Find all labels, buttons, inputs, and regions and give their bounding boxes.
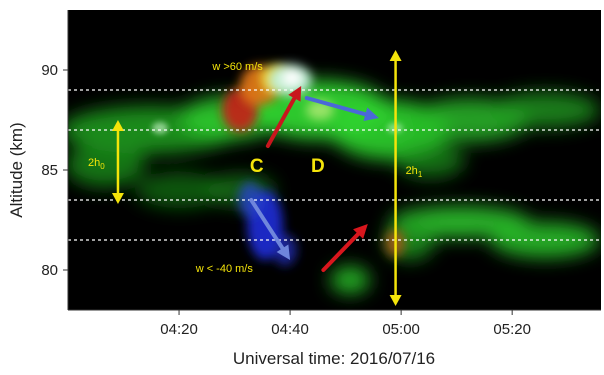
x-axis-title: Universal time: 2016/07/16 (233, 349, 435, 368)
velocity-label: w >60 m/s (211, 61, 263, 73)
arrow-2 (249, 198, 291, 260)
y-ticks: 80 85 90 (41, 62, 68, 279)
x-tick-label: 05:00 (382, 321, 420, 338)
warm-patch (222, 64, 405, 257)
arrow-head (363, 107, 379, 122)
arrow-1 (304, 96, 379, 122)
double-arrow-label: 2h0 (88, 157, 105, 171)
y-tick-label: 80 (41, 262, 58, 279)
arrow-layer (249, 86, 379, 272)
region-label: D (311, 156, 325, 177)
arrow-head (276, 244, 291, 260)
dashed-lines (68, 89, 601, 241)
double-arrow-label: 2h1 (406, 165, 423, 179)
annotation-layer: w >60 m/s w < -40 m/s C D (195, 61, 325, 275)
double-arrow-head-bottom (111, 193, 124, 204)
double-arrow-0: 2h0 (88, 120, 124, 204)
x-tick-label: 04:40 (271, 321, 309, 338)
arrow-shaft (249, 198, 285, 251)
arrow-0 (265, 86, 302, 148)
arrow-shaft (304, 96, 368, 117)
arrow-3 (321, 224, 368, 272)
region-label: C (250, 156, 264, 177)
arrow-shaft (265, 96, 297, 148)
plot-background (68, 10, 601, 310)
double-arrow-head-bottom (389, 295, 402, 306)
arrow-head (288, 86, 302, 102)
x-ticks: 04:20 04:40 05:00 05:20 (160, 310, 531, 338)
y-axis-title: Altitude (km) (7, 122, 26, 217)
y-tick-label: 85 (41, 162, 58, 179)
velocity-label: w < -40 m/s (195, 263, 254, 275)
double-arrow-head-top (111, 120, 124, 131)
x-tick-label: 04:20 (160, 321, 198, 338)
y-tick-label: 90 (41, 62, 58, 79)
x-tick-label: 05:20 (493, 321, 531, 338)
arrow-shaft (321, 232, 361, 272)
arrow-head (353, 224, 368, 239)
double-arrow-head-top (389, 50, 402, 61)
double-arrow-layer: 2h0 2h1 (88, 50, 423, 306)
double-arrow-1: 2h1 (389, 50, 423, 306)
